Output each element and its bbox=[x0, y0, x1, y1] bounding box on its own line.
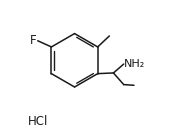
Text: NH₂: NH₂ bbox=[124, 59, 146, 69]
Text: HCl: HCl bbox=[28, 115, 48, 128]
Text: F: F bbox=[29, 34, 36, 47]
